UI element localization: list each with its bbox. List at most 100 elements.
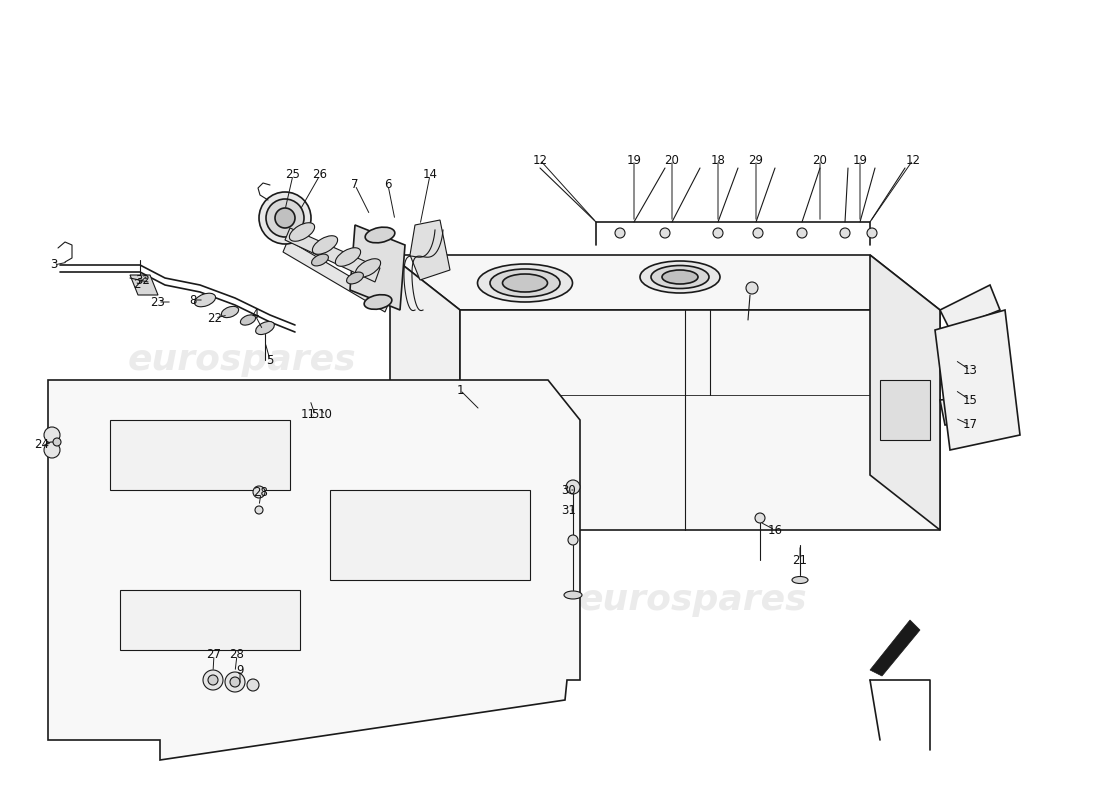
Text: 7: 7 [351, 178, 359, 191]
Ellipse shape [792, 577, 808, 583]
Ellipse shape [355, 258, 381, 278]
Circle shape [840, 228, 850, 238]
Polygon shape [330, 490, 530, 580]
Polygon shape [870, 255, 940, 530]
Ellipse shape [221, 306, 239, 318]
Text: 28: 28 [230, 649, 244, 662]
Circle shape [867, 228, 877, 238]
Text: 19: 19 [852, 154, 868, 166]
Text: 5: 5 [266, 354, 274, 366]
Circle shape [754, 228, 763, 238]
Text: 16: 16 [768, 523, 782, 537]
Ellipse shape [336, 248, 361, 266]
Ellipse shape [640, 261, 720, 293]
Ellipse shape [477, 264, 572, 302]
Circle shape [53, 438, 60, 446]
Ellipse shape [241, 315, 255, 325]
Text: 20: 20 [813, 154, 827, 166]
Circle shape [253, 486, 265, 498]
Circle shape [255, 506, 263, 514]
Circle shape [713, 228, 723, 238]
Ellipse shape [289, 222, 315, 242]
Ellipse shape [255, 322, 274, 334]
Ellipse shape [365, 227, 395, 243]
Circle shape [230, 677, 240, 687]
Text: 9: 9 [236, 663, 244, 677]
Circle shape [660, 228, 670, 238]
Polygon shape [48, 380, 580, 760]
Circle shape [746, 282, 758, 294]
Polygon shape [283, 240, 390, 312]
Text: 12: 12 [905, 154, 921, 166]
Circle shape [226, 672, 245, 692]
Ellipse shape [346, 272, 363, 284]
Circle shape [204, 670, 223, 690]
Text: eurospares: eurospares [128, 343, 356, 377]
Text: 20: 20 [664, 154, 680, 166]
Polygon shape [940, 345, 1000, 385]
Polygon shape [390, 255, 940, 310]
Text: 31: 31 [562, 503, 576, 517]
Text: 17: 17 [962, 418, 978, 431]
Polygon shape [120, 590, 300, 650]
Text: 26: 26 [312, 169, 328, 182]
Text: eurospares: eurospares [128, 583, 356, 617]
Text: 29: 29 [748, 154, 763, 166]
Text: 12: 12 [532, 154, 548, 166]
Text: 24: 24 [34, 438, 50, 451]
Circle shape [208, 675, 218, 685]
Polygon shape [285, 228, 380, 282]
Polygon shape [110, 420, 290, 490]
Circle shape [44, 427, 60, 443]
Text: 2: 2 [133, 278, 141, 291]
Ellipse shape [662, 270, 698, 284]
Polygon shape [940, 285, 1000, 330]
Ellipse shape [490, 269, 560, 297]
Circle shape [566, 480, 580, 494]
Text: 18: 18 [711, 154, 725, 166]
Ellipse shape [258, 192, 311, 244]
Circle shape [44, 442, 60, 458]
Text: 25: 25 [286, 169, 300, 182]
Text: 4: 4 [251, 309, 258, 322]
Ellipse shape [364, 294, 392, 310]
Ellipse shape [195, 294, 216, 306]
Circle shape [615, 228, 625, 238]
Circle shape [755, 513, 764, 523]
Ellipse shape [266, 199, 304, 237]
Ellipse shape [564, 591, 582, 599]
Ellipse shape [651, 266, 710, 289]
Polygon shape [880, 380, 929, 440]
Text: 11: 11 [300, 409, 316, 422]
Text: 32: 32 [135, 274, 151, 286]
Text: 1: 1 [456, 383, 464, 397]
Text: 8: 8 [189, 294, 197, 306]
Text: 10: 10 [318, 409, 332, 422]
Text: 5: 5 [311, 409, 319, 422]
Circle shape [568, 535, 578, 545]
Text: 14: 14 [422, 169, 438, 182]
Polygon shape [390, 255, 460, 530]
Text: 30: 30 [562, 483, 576, 497]
Ellipse shape [311, 254, 329, 266]
Circle shape [798, 228, 807, 238]
Text: eurospares: eurospares [579, 583, 807, 617]
Ellipse shape [503, 274, 548, 292]
Polygon shape [410, 220, 450, 280]
Text: 22: 22 [208, 311, 222, 325]
Circle shape [248, 679, 258, 691]
Polygon shape [130, 275, 158, 295]
Text: eurospares: eurospares [579, 343, 807, 377]
Polygon shape [870, 620, 920, 676]
Ellipse shape [275, 208, 295, 228]
Polygon shape [460, 310, 940, 530]
Text: 19: 19 [627, 154, 641, 166]
Text: 15: 15 [962, 394, 978, 406]
Text: 23: 23 [151, 295, 165, 309]
Polygon shape [350, 225, 405, 310]
Text: 3: 3 [51, 258, 57, 271]
Polygon shape [940, 395, 996, 425]
Text: 6: 6 [384, 178, 392, 191]
Polygon shape [935, 310, 1020, 450]
Text: 27: 27 [207, 649, 221, 662]
